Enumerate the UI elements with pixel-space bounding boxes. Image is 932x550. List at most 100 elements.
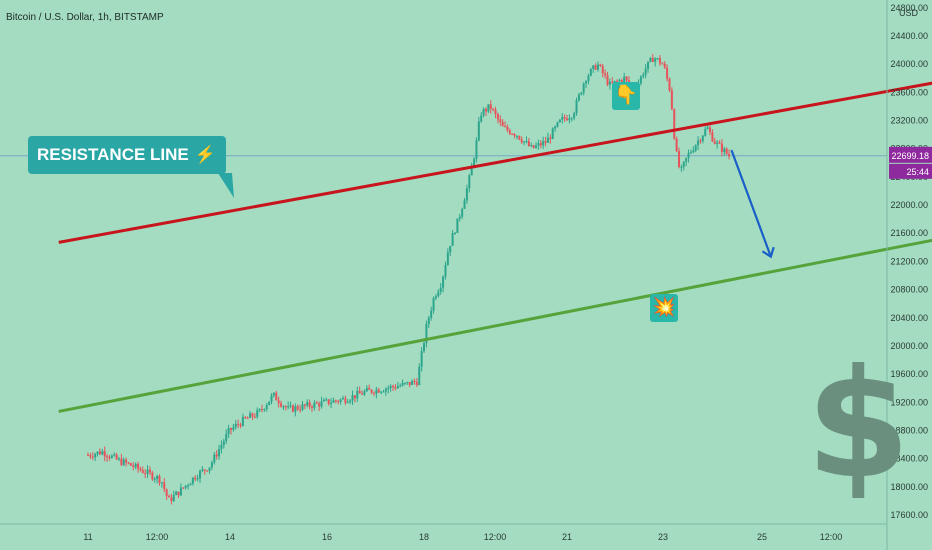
candle-body	[687, 153, 690, 158]
candle-body	[299, 409, 302, 411]
candle-body	[413, 380, 416, 382]
candle-body	[513, 134, 516, 137]
candle-body	[134, 463, 137, 468]
candle-body	[349, 400, 352, 403]
x-tick-label: 23	[658, 532, 668, 542]
candle-body	[449, 245, 452, 253]
candle-body	[616, 80, 619, 82]
candle-body	[260, 409, 263, 411]
candle-body	[332, 400, 335, 403]
candle-body	[654, 58, 657, 62]
candle-body	[241, 416, 244, 426]
candle-body	[704, 129, 707, 136]
candles-layer	[87, 54, 731, 505]
candle-body	[461, 208, 464, 217]
candle-body	[106, 456, 109, 458]
candle-body	[613, 80, 616, 83]
candle-body	[327, 399, 330, 404]
candle-body	[589, 68, 592, 76]
candle-body	[291, 405, 294, 412]
candle-body	[535, 145, 538, 148]
candle-body	[644, 68, 647, 75]
candle-body	[604, 73, 607, 76]
candle-body	[103, 451, 106, 457]
candle-body	[239, 424, 242, 426]
candle-body	[442, 276, 445, 288]
candle-body	[389, 385, 392, 388]
candle-body	[718, 142, 721, 144]
support-line	[58, 238, 932, 413]
candle-body	[477, 121, 480, 141]
candle-body	[194, 477, 197, 480]
candle-body	[494, 109, 497, 115]
candle-body	[396, 386, 399, 389]
candle-body	[623, 76, 626, 83]
countdown-label: 25:44	[906, 167, 929, 177]
y-tick-label: 20000.00	[890, 341, 928, 351]
candle-body	[401, 382, 404, 386]
candle-body	[265, 405, 268, 410]
candle-body	[177, 491, 180, 496]
candle-body	[689, 152, 692, 154]
y-tick-label: 21200.00	[890, 256, 928, 266]
candle-body	[408, 381, 411, 385]
candle-body	[179, 487, 182, 496]
candle-body	[685, 157, 688, 162]
candle-body	[311, 406, 314, 408]
candle-body	[675, 138, 678, 152]
candle-body	[582, 83, 585, 93]
candle-body	[458, 216, 461, 219]
candle-body	[372, 392, 375, 394]
candle-body	[523, 141, 526, 143]
candle-body	[275, 392, 278, 401]
candle-body	[344, 398, 347, 403]
candle-body	[303, 404, 306, 406]
candle-body	[706, 127, 709, 130]
candle-body	[153, 478, 156, 480]
candle-body	[492, 108, 495, 110]
candle-body	[132, 465, 135, 468]
candle-body	[530, 145, 533, 147]
candle-body	[566, 118, 569, 121]
candle-body	[377, 389, 380, 393]
x-tick-label: 11	[83, 532, 92, 542]
candle-body	[527, 141, 530, 147]
candle-body	[661, 63, 664, 65]
candle-body	[656, 58, 659, 60]
candle-body	[496, 114, 499, 120]
candle-body	[406, 381, 409, 383]
candle-body	[682, 161, 685, 167]
y-tick-label: 23200.00	[890, 116, 928, 126]
candle-body	[678, 151, 681, 167]
candle-body	[437, 291, 440, 297]
candle-body	[361, 393, 364, 395]
candle-body	[172, 495, 175, 502]
y-tick-label: 18400.00	[890, 454, 928, 464]
candle-body	[287, 406, 290, 408]
candle-body	[234, 423, 237, 428]
candle-body	[532, 145, 535, 148]
candle-body	[539, 143, 542, 146]
candle-body	[504, 126, 507, 128]
candle-body	[301, 404, 304, 410]
candle-body	[141, 470, 144, 473]
candle-body	[284, 406, 287, 408]
candle-body	[694, 145, 697, 151]
candle-body	[87, 455, 89, 457]
candle-body	[320, 401, 323, 407]
candle-body	[294, 406, 297, 412]
candle-body	[115, 454, 118, 460]
candle-body	[568, 118, 571, 121]
candle-body	[420, 351, 423, 367]
candle-body	[189, 483, 192, 486]
candle-body	[456, 218, 459, 233]
resistance-callout[interactable]: RESISTANCE LINE ⚡	[28, 136, 226, 174]
candle-body	[137, 463, 140, 469]
candle-body	[430, 310, 433, 318]
candle-body	[289, 405, 292, 407]
candle-body	[168, 495, 171, 498]
x-tick-label: 14	[225, 532, 235, 542]
